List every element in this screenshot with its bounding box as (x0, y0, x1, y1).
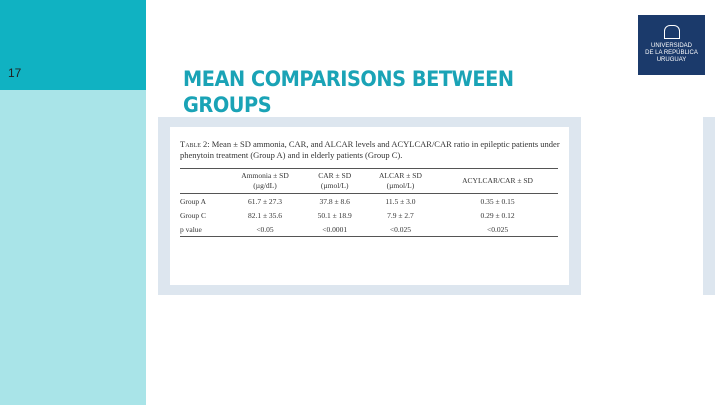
table-cell: <0.05 (224, 222, 306, 237)
logo-emblem (663, 25, 680, 39)
table-cell: Group C (180, 210, 207, 220)
side-bar (0, 0, 146, 90)
header-name: ACYLCAR/CAR ± SD (462, 176, 533, 185)
header-name: ALCAR ± SD (378, 171, 422, 180)
table-cell: <0.0001 (305, 222, 364, 237)
table-cell: 0.35 ± 0.15 (480, 196, 515, 206)
header-cell: CAR ± SD (µmol/L) (305, 168, 364, 194)
table-caption: Table 2: Mean ± SD ammonia, CAR, and ALC… (180, 139, 560, 161)
logo: UNIVERSIDAD DE LA REPÚBLICA URUGUAY (638, 15, 705, 75)
caption-text: Mean ± SD ammonia, CAR, and ALCAR levels… (180, 139, 560, 160)
header-unit: (µmol/L) (386, 181, 415, 190)
slide-title: MEAN COMPARISONS BETWEEN GROUPS (183, 67, 514, 117)
header-cell: ACYLCAR/CAR ± SD (437, 168, 558, 194)
data-table: Ammonia ± SD (µg/dL) CAR ± SD (µmol/L) ALCAR… (180, 168, 558, 237)
table-cell: 50.1 ± 18.9 (317, 210, 352, 220)
table-cell: <0.025 (437, 222, 558, 237)
logo-text: DE LA REPÚBLICA (645, 50, 698, 56)
image-background (170, 127, 569, 285)
table-row: p value <0.05 <0.0001 <0.025 <0.025 (180, 222, 558, 237)
image-frame-edge (703, 117, 715, 295)
header-row: Ammonia ± SD (µg/dL) CAR ± SD (µmol/L) ALCAR… (180, 168, 558, 194)
table-cell: 61.7 ± 27.3 (247, 196, 283, 206)
header-unit: (µmol/L) (320, 181, 349, 190)
table-body: Group A 61.7 ± 27.3 37.8 ± 8.6 11.5 ± 3.0 0.… (180, 194, 558, 237)
logo-text: UNIVERSIDAD (650, 43, 692, 49)
caption-label: Table 2: (180, 139, 210, 149)
table-row: Group A 61.7 ± 27.3 37.8 ± 8.6 11.5 ± 3.0 0.… (180, 194, 558, 209)
logo-text: URUGUAY (656, 57, 687, 63)
header-cell (180, 168, 225, 194)
table-cell: 7.9 ± 2.7 (387, 210, 414, 220)
table-cell: 11.5 ± 3.0 (385, 196, 416, 206)
side-bar (0, 90, 146, 405)
table-cell: Group A (180, 196, 207, 206)
table-cell: 82.1 ± 35.6 (247, 210, 283, 220)
header-name: CAR ± SD (318, 171, 352, 180)
header-cell: ALCAR ± SD (µmol/L) (363, 168, 438, 194)
slide-number: 17 (8, 66, 22, 80)
header-cell: Ammonia ± SD (µg/dL) (224, 168, 306, 194)
table-cell: 37.8 ± 8.6 (319, 196, 350, 206)
table-cell: p value (180, 222, 225, 237)
header-unit: (µg/dL) (253, 181, 277, 190)
table-cell: <0.025 (363, 222, 438, 237)
table-row: Group C 82.1 ± 35.6 50.1 ± 18.9 7.9 ± 2.7 0.… (180, 208, 558, 222)
header-name: Ammonia ± SD (241, 171, 289, 180)
table-cell: 0.29 ± 0.12 (480, 210, 515, 220)
